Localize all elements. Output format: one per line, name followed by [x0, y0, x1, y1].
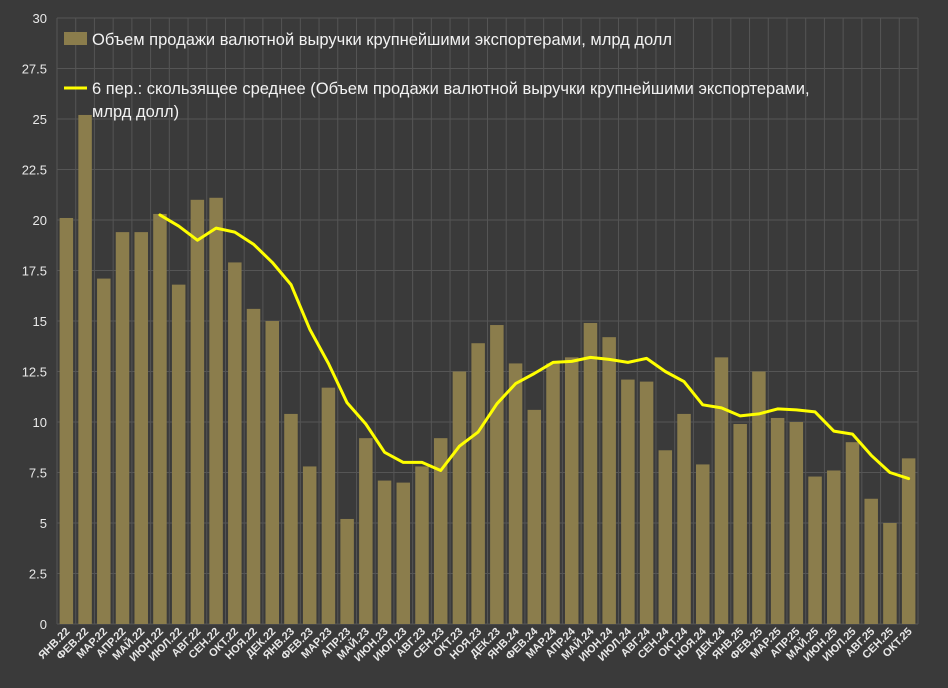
bar: [153, 213, 167, 624]
bar: [845, 442, 860, 624]
bar: [546, 363, 560, 624]
y-tick-label: 20: [33, 213, 47, 228]
legend-bar-swatch: [64, 32, 87, 45]
bar: [752, 371, 766, 624]
y-axis-ticks: 0 2.5 5 7.5 10 12.5 15 17.5 20 22.5 25 27.5 30: [22, 11, 47, 632]
y-tick-label: 22.5: [22, 163, 47, 178]
bar: [433, 438, 448, 624]
bar: [808, 476, 822, 624]
legend: Объем продажи валютной выручки крупнейши…: [64, 31, 810, 121]
moving-average-line: [158, 213, 911, 481]
bar: [602, 337, 616, 624]
bar: [827, 470, 841, 624]
bar: [864, 498, 878, 624]
bar: [97, 278, 111, 624]
bar: [733, 424, 747, 624]
bar: [508, 363, 523, 624]
y-tick-label: 10: [33, 415, 47, 430]
bar: [284, 413, 298, 624]
bar: [396, 482, 411, 624]
bar: [883, 523, 897, 624]
bar: [265, 321, 279, 624]
bar: [321, 387, 336, 624]
y-tick-label: 25: [33, 112, 47, 127]
y-tick-label: 27.5: [22, 62, 47, 77]
bar: [789, 422, 804, 624]
grid-lines: [56, 17, 919, 625]
bar: [770, 417, 785, 624]
line-series: [158, 213, 911, 481]
bar: [78, 114, 92, 625]
bar: [190, 199, 205, 625]
bar: [714, 357, 729, 624]
bar: [621, 379, 635, 624]
bar: [115, 232, 130, 624]
bar: [658, 450, 673, 624]
legend-bar-label: Объем продажи валютной выручки крупнейши…: [92, 31, 672, 49]
y-tick-label: 30: [33, 11, 47, 26]
bar: [677, 413, 691, 624]
bar: [171, 284, 186, 624]
bar: [415, 466, 429, 624]
bar: [901, 458, 916, 624]
bar: [134, 232, 148, 624]
bar: [377, 480, 392, 624]
bar: [583, 323, 598, 624]
bar: [246, 308, 261, 624]
y-tick-label: 7.5: [29, 466, 47, 481]
x-axis-ticks: ЯНВ.22ФЕВ.22МАР.22АПР.22МАЙ.22ИЮН.22ИЮЛ.…: [36, 624, 914, 664]
bar: [228, 262, 242, 624]
bar: [696, 464, 710, 624]
bar: [490, 325, 504, 624]
y-tick-label: 12.5: [22, 365, 47, 380]
bar: [452, 371, 467, 624]
y-tick-label: 0: [40, 617, 47, 632]
bar: [359, 438, 373, 624]
bar: [302, 466, 317, 624]
legend-line-label-1: 6 пер.: скользящее среднее (Объем продаж…: [92, 80, 810, 98]
legend-line-label-2: млрд долл): [92, 103, 179, 121]
y-tick-label: 5: [40, 516, 47, 531]
bar: [59, 217, 74, 625]
bar-series: [59, 114, 916, 625]
bar: [471, 343, 485, 624]
y-tick-label: 15: [33, 314, 47, 329]
bar: [564, 357, 579, 624]
bar: [639, 381, 654, 624]
bar: [527, 409, 542, 624]
y-tick-label: 17.5: [22, 264, 47, 279]
bar: [340, 518, 354, 624]
y-tick-label: 2.5: [29, 567, 47, 582]
bar: [209, 197, 223, 624]
